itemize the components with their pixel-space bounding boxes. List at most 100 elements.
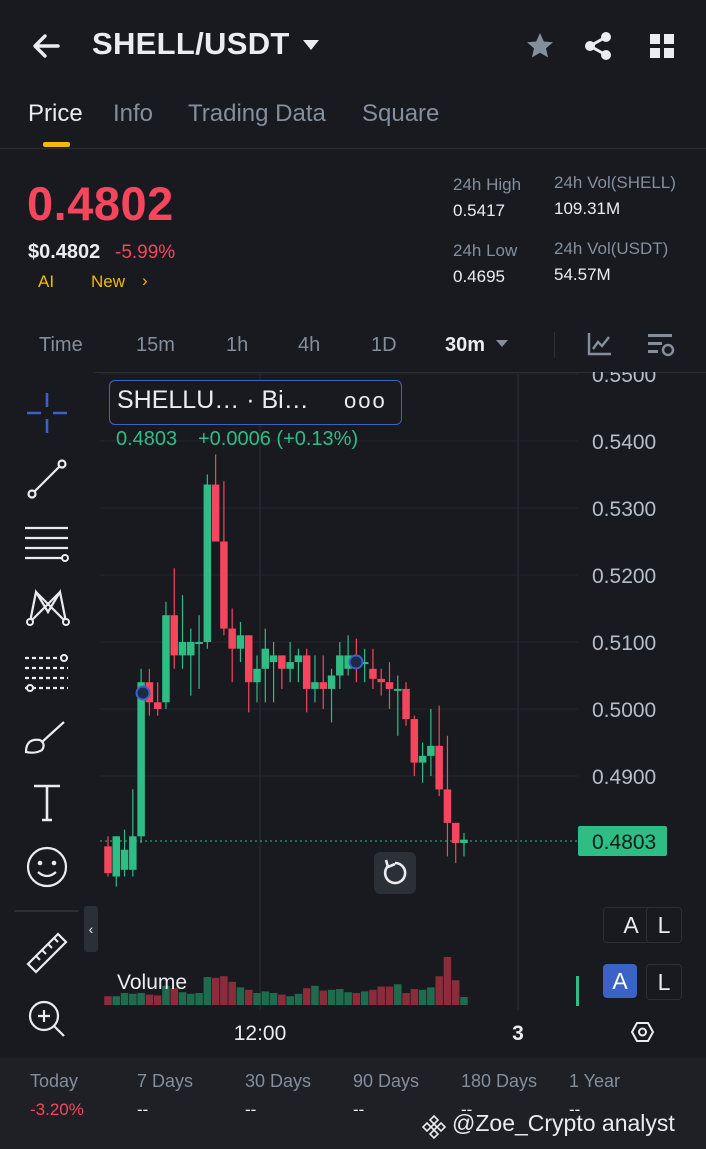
auto-scale-button-volume[interactable]: A [603, 964, 637, 998]
interval-4h[interactable]: 4h [298, 334, 321, 356]
text-tool-icon[interactable] [22, 778, 72, 828]
price-change: -5.99% [115, 242, 176, 263]
perf-label-30d: 30 Days [245, 1071, 312, 1091]
pair-title[interactable]: SHELL/USDT [92, 26, 290, 61]
fib-icon[interactable] [22, 648, 72, 698]
collapse-toolbar-chevron-icon[interactable]: ‹ [84, 906, 98, 952]
chevron-down-icon[interactable] [496, 340, 508, 347]
high-label: 24h High [453, 175, 522, 194]
chevron-right-icon[interactable]: › [142, 271, 148, 290]
last-price: 0.4802 [27, 177, 174, 230]
vol-quote-value: 54.57M [554, 265, 611, 284]
marker-dot [348, 654, 364, 670]
star-icon[interactable] [524, 30, 556, 62]
log-scale-button[interactable]: L [646, 907, 682, 943]
last-price-tag [578, 825, 667, 856]
y-tick-label: 0.5000 [592, 699, 656, 722]
candle-body [377, 678, 385, 683]
volume-bar [220, 976, 228, 1005]
chart-settings-icon[interactable] [646, 330, 676, 360]
reset-chart-button[interactable] [374, 852, 416, 894]
candle-body [319, 682, 328, 689]
interval-1h[interactable]: 1h [226, 334, 249, 356]
candlestick-chart[interactable]: 0.5500 0.5400 0.5300 0.5200 0.5100 0.5000 0.49… [0, 372, 706, 1058]
volume-bar [302, 988, 311, 1005]
zoom-in-icon[interactable] [22, 994, 72, 1044]
volume-bar [153, 995, 162, 1005]
pattern-icon[interactable] [22, 582, 72, 632]
divider [14, 910, 78, 912]
volume-bar [195, 993, 203, 1005]
new-badge[interactable]: New [91, 272, 126, 291]
back-arrow-icon[interactable] [28, 28, 64, 64]
perf-label-7d: 7 Days [137, 1071, 194, 1091]
tab-info[interactable]: Info [113, 100, 154, 127]
volume-bar [443, 957, 452, 1005]
candle-body [311, 682, 319, 689]
legend-title: SHELLU… · Bi… [117, 386, 309, 414]
active-tab-indicator [43, 142, 70, 147]
volume-bar [435, 976, 443, 1005]
volume-bar [427, 987, 435, 1005]
log-scale-button-volume[interactable]: L [646, 964, 682, 1000]
parallel-lines-icon[interactable] [22, 518, 72, 568]
chevron-down-icon[interactable] [303, 40, 319, 50]
candle-body [220, 541, 228, 629]
grid-icon[interactable] [646, 30, 678, 62]
trendline-icon[interactable] [22, 454, 72, 504]
ai-badge[interactable]: AI [38, 272, 55, 291]
tab-square[interactable]: Square [362, 100, 440, 127]
perf-label-180d: 180 Days [461, 1071, 538, 1091]
candle-body [137, 682, 145, 837]
candle-body [253, 668, 261, 683]
emoji-icon[interactable] [22, 842, 72, 892]
volume-label: Volume [117, 971, 188, 994]
volume-latest-tick [576, 976, 579, 1006]
volume-bar [253, 993, 261, 1005]
divider [554, 332, 555, 358]
y-tick-label: 0.5200 [592, 565, 656, 588]
volume-bar [178, 992, 187, 1005]
volume-bar [336, 989, 344, 1005]
volume-bar [269, 993, 278, 1005]
tab-price[interactable]: Price [28, 100, 83, 127]
volume-bar [377, 986, 385, 1005]
axis-settings-icon[interactable] [630, 1022, 655, 1042]
interval-30m[interactable]: 30m [445, 334, 486, 356]
perf-value-90d: -- [353, 1100, 365, 1119]
ruler-icon[interactable] [22, 928, 72, 978]
vol-base-value: 109.31M [554, 199, 621, 218]
vol-base-label: 24h Vol(SHELL) [554, 173, 676, 192]
candle-body [410, 719, 419, 763]
brush-icon[interactable] [22, 714, 72, 764]
candle-body [228, 628, 236, 649]
volume-bar [451, 980, 460, 1005]
candle-body [261, 648, 270, 669]
volume-bar [385, 986, 394, 1005]
usd-price: $0.4802 [28, 241, 101, 263]
chart-legend[interactable] [109, 380, 402, 425]
share-icon[interactable] [582, 30, 614, 62]
volume-bar [211, 977, 220, 1005]
volume-bar [278, 994, 286, 1005]
divider [0, 372, 706, 373]
crosshair-icon[interactable] [22, 388, 72, 438]
interval-15m[interactable]: 15m [136, 334, 175, 356]
candle-body [402, 688, 410, 720]
volume-bar [352, 993, 361, 1005]
tab-trading-data[interactable]: Trading Data [188, 100, 326, 127]
perf-value-7d: -- [137, 1100, 149, 1119]
watermark: @Zoe_Crypto analyst [452, 1110, 675, 1136]
candle-body [336, 655, 344, 676]
candle-body [187, 642, 195, 656]
interval-1d[interactable]: 1D [371, 334, 397, 356]
more-options-icon[interactable]: ooo [344, 388, 387, 413]
candle-body [385, 682, 394, 689]
candle-body [162, 615, 170, 703]
candle-body [104, 846, 112, 874]
candle-body [278, 655, 286, 669]
candle-body [460, 839, 468, 843]
volume-bar [394, 984, 402, 1005]
interval-time[interactable]: Time [39, 334, 83, 356]
indicator-icon[interactable] [586, 330, 614, 358]
